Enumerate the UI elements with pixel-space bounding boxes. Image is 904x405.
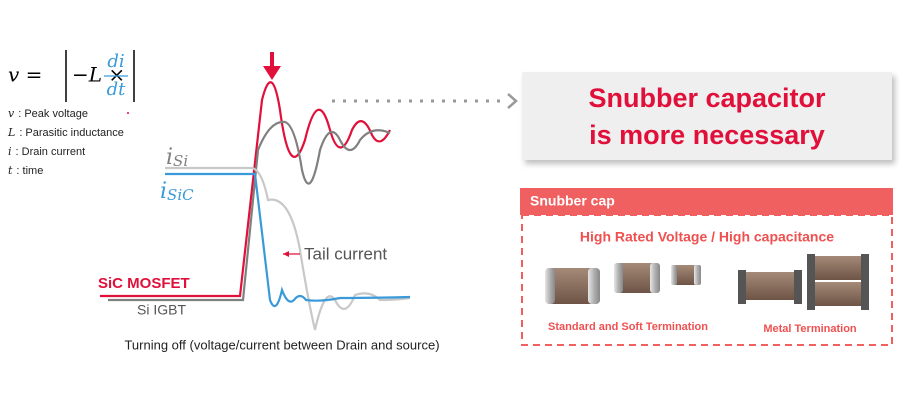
si-voltage bbox=[108, 120, 391, 302]
caption: Turning off (voltage/current between Dra… bbox=[124, 337, 439, 352]
capacitors bbox=[545, 254, 869, 310]
i-sic-label: iSiC bbox=[160, 179, 194, 204]
formula-denominator: dt bbox=[107, 79, 127, 100]
peak-arrow-head bbox=[263, 66, 281, 80]
definition: v: Peak voltage bbox=[8, 107, 88, 120]
definition-text: : Drain current bbox=[16, 146, 86, 158]
definition-text: : Peak voltage bbox=[18, 108, 88, 120]
termination-label: Standard and Soft Termination bbox=[548, 321, 708, 333]
waveforms bbox=[100, 81, 411, 331]
connector-arrow bbox=[507, 93, 518, 109]
panel-subtitle: High Rated Voltage / High capacitance bbox=[580, 229, 834, 245]
formula-term: −L × bbox=[72, 63, 125, 87]
definition-symbol: i bbox=[8, 145, 12, 158]
callout-line: Snubber capacitor bbox=[588, 83, 826, 113]
formula-lhs: v = bbox=[8, 63, 42, 87]
definition: L : Parasitic inductance bbox=[7, 126, 124, 139]
formula: v = −L × di dt bbox=[8, 50, 135, 102]
i-si-label: iSi bbox=[166, 145, 188, 170]
panel-header-bg bbox=[520, 188, 893, 215]
callout-line: is more necessary bbox=[589, 120, 825, 150]
sic-voltage bbox=[100, 81, 391, 298]
definition-symbol: v bbox=[8, 107, 15, 120]
tail-current-label: Tail current bbox=[304, 244, 387, 263]
definition: i : Drain current bbox=[8, 145, 85, 158]
dot bbox=[127, 112, 129, 114]
definition-symbol: L bbox=[7, 126, 15, 139]
si-igbt-label: Si IGBT bbox=[137, 302, 186, 318]
formula-numerator: di bbox=[107, 51, 124, 72]
callout-box bbox=[522, 72, 892, 160]
sic-mosfet-label: SiC MOSFET bbox=[98, 275, 190, 292]
tail-arrow-head bbox=[283, 251, 289, 257]
panel-header: Snubber cap bbox=[530, 193, 615, 209]
definition-symbol: t bbox=[8, 164, 13, 177]
definition-text: : time bbox=[16, 165, 43, 177]
definition-text: : Parasitic inductance bbox=[19, 127, 124, 139]
definition: t: time bbox=[8, 164, 43, 177]
termination-label: Metal Termination bbox=[763, 323, 857, 335]
sic-current bbox=[165, 172, 411, 308]
